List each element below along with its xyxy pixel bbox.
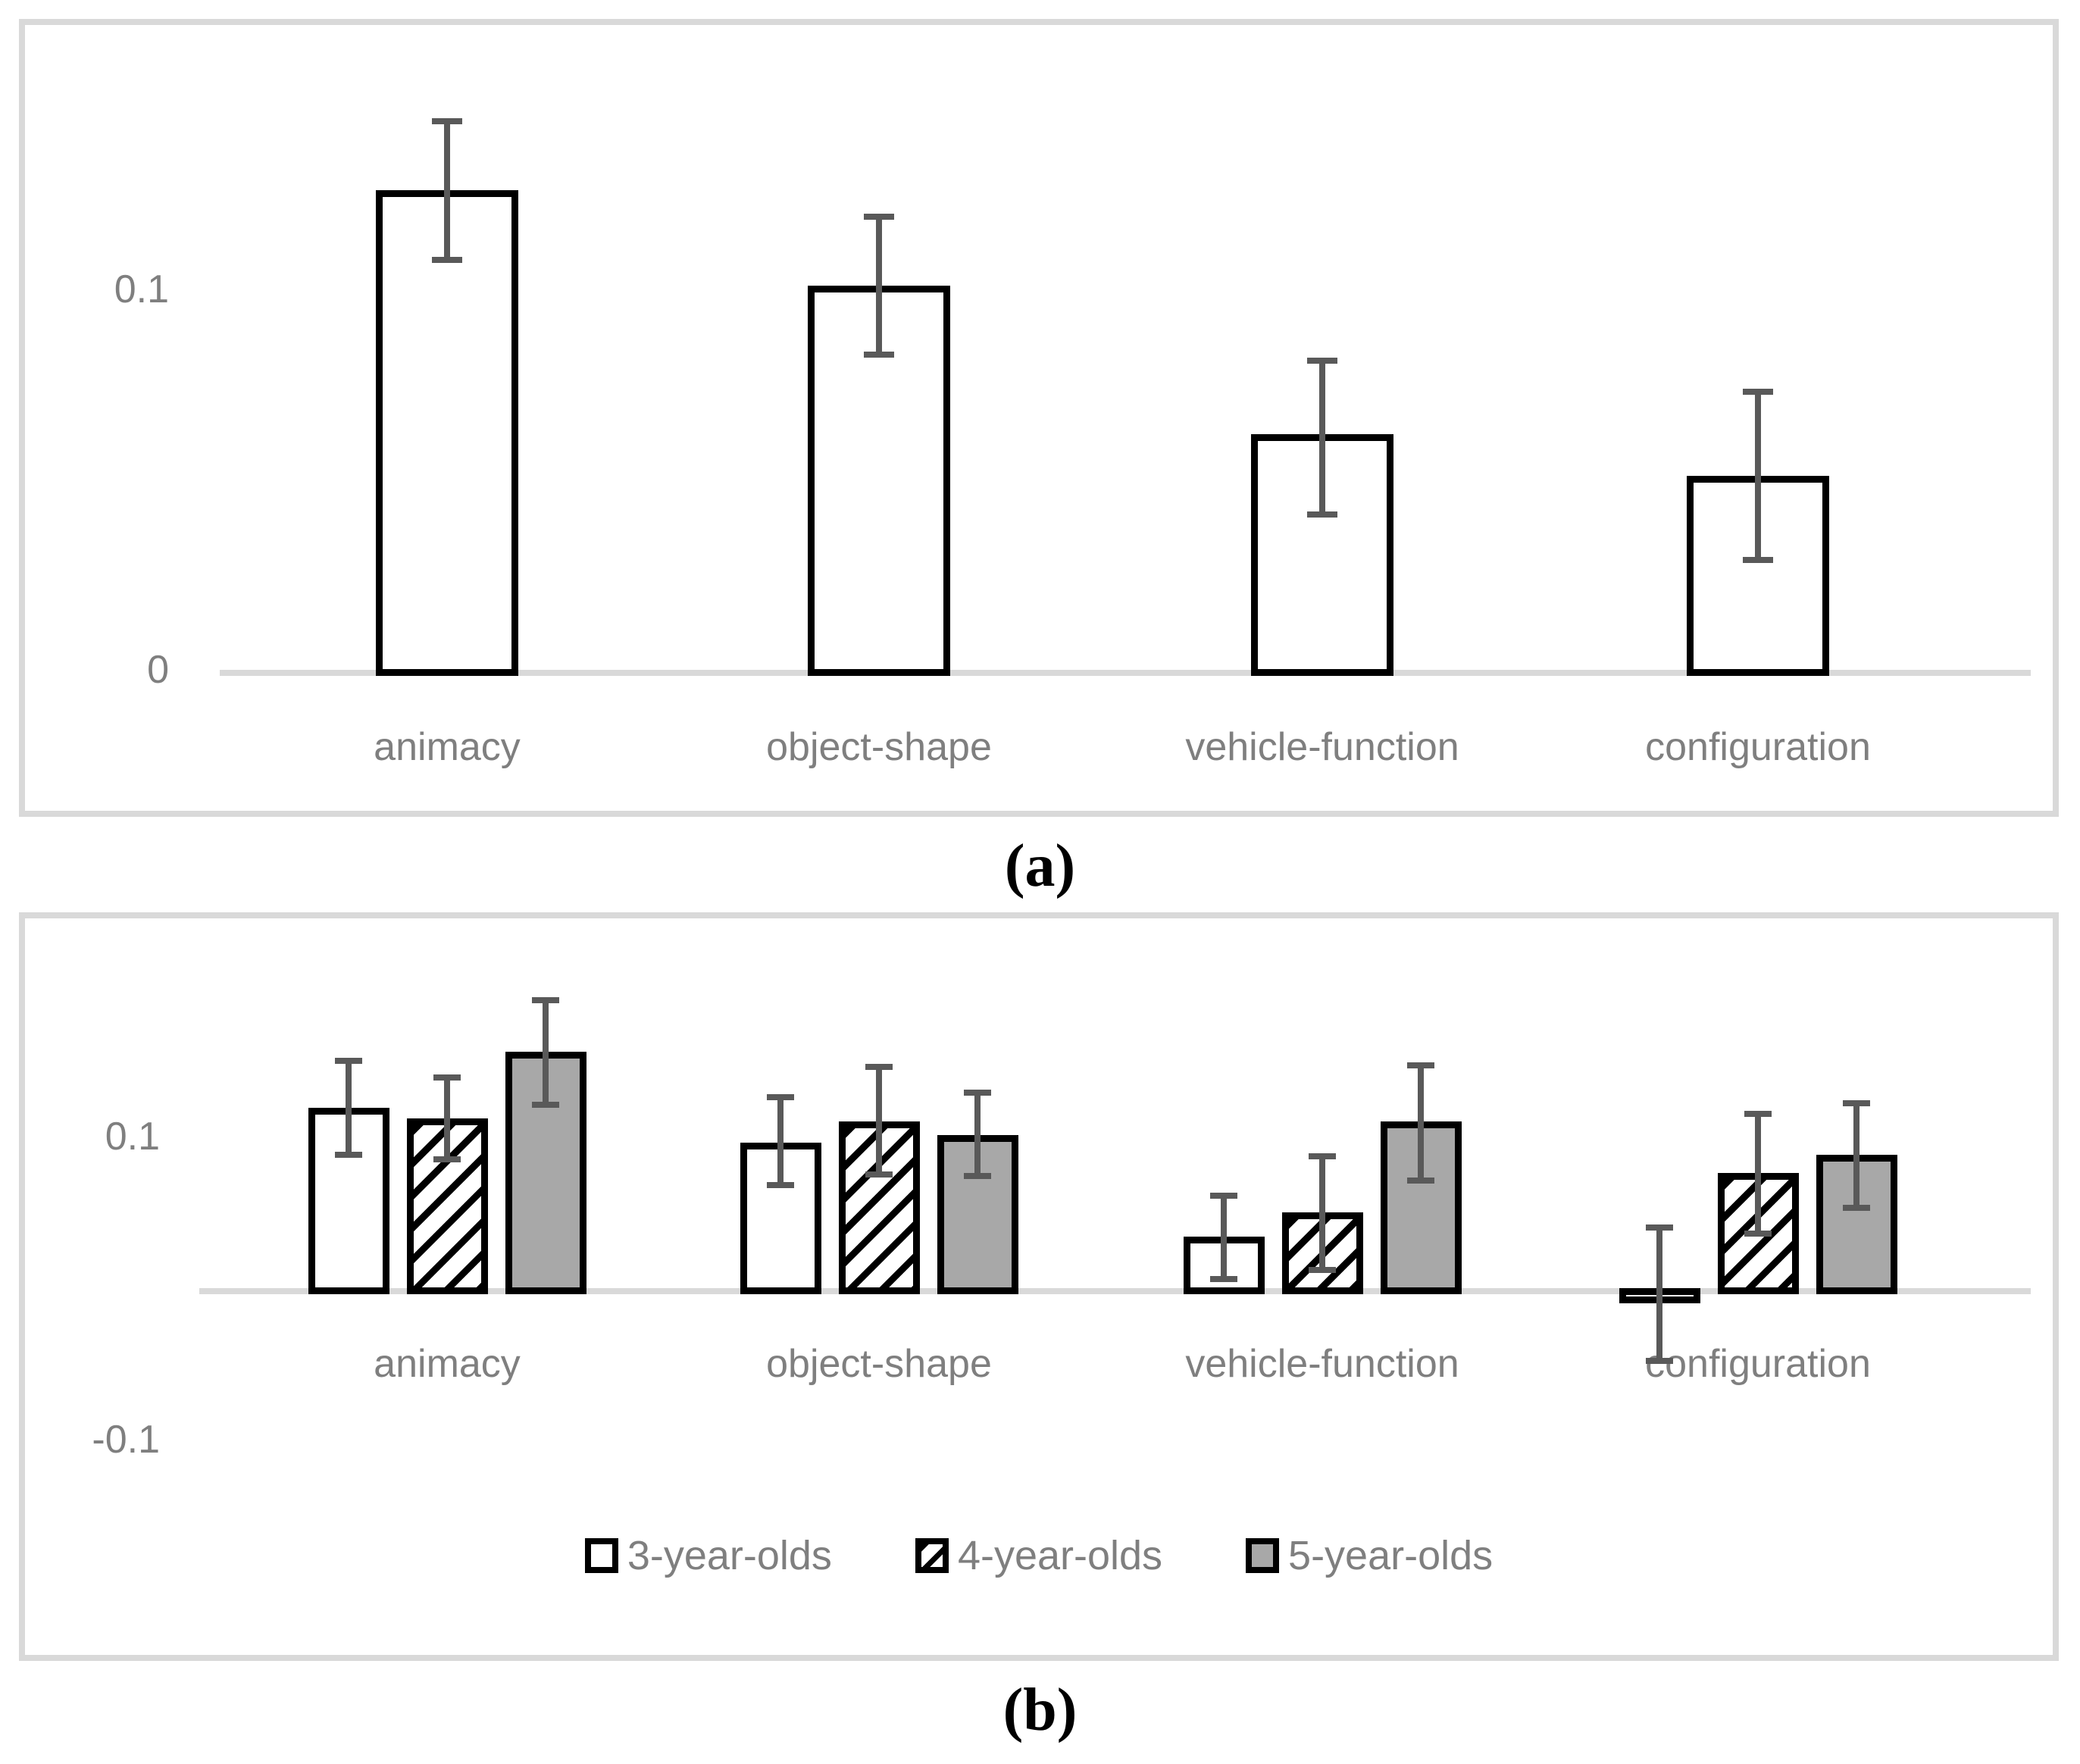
error-bar-line bbox=[1755, 1111, 1761, 1237]
error-bar-cap-bottom bbox=[865, 1171, 893, 1178]
legend-swatch-4-year-olds bbox=[915, 1538, 949, 1573]
bar-object-shape bbox=[808, 286, 950, 676]
error-bar-cap-top bbox=[1743, 389, 1773, 395]
error-bar-cap-top bbox=[432, 118, 462, 124]
y-tick-label-0.1: 0.1 bbox=[114, 267, 169, 311]
error-bar-cap-bottom bbox=[767, 1182, 794, 1188]
error-bar-configuration-5-year-olds bbox=[1843, 1100, 1870, 1211]
x-axis-line bbox=[199, 1288, 2031, 1294]
error-bar-cap-bottom bbox=[532, 1102, 559, 1108]
category-label-configuration: configuration bbox=[1645, 725, 1871, 769]
error-bar-configuration-3-year-olds bbox=[1646, 1224, 1673, 1364]
error-bar-cap-bottom bbox=[1743, 557, 1773, 563]
error-bar-configuration-4-year-olds bbox=[1744, 1111, 1772, 1237]
error-bar-cap-bottom bbox=[335, 1152, 362, 1158]
panel-b-by-age-group-chart: 0.1 -0.1 animacy object-shape vehicle-functi… bbox=[19, 912, 2059, 1661]
error-bar-line bbox=[346, 1058, 352, 1158]
error-bar-line bbox=[1656, 1224, 1662, 1364]
error-bar-vehicle-function-3-year-olds bbox=[1210, 1193, 1237, 1282]
legend-label-5-year-olds: 5-year-olds bbox=[1288, 1533, 1494, 1578]
error-bar-cap-top bbox=[1309, 1153, 1336, 1159]
error-bar-cap-bottom bbox=[1210, 1276, 1237, 1282]
error-bar-cap-top bbox=[1744, 1111, 1772, 1117]
error-bar-animacy-4-year-olds bbox=[433, 1074, 461, 1162]
error-bar-line bbox=[1319, 1153, 1325, 1273]
error-bar-cap-bottom bbox=[1744, 1231, 1772, 1237]
error-bar-animacy-3-year-olds bbox=[335, 1058, 362, 1158]
error-bar-cap-bottom bbox=[1307, 511, 1337, 518]
error-bar-animacy-5-year-olds bbox=[532, 997, 559, 1108]
error-bar-line bbox=[1755, 389, 1761, 563]
error-bar-cap-top bbox=[1307, 358, 1337, 364]
legend-label-3-year-olds: 3-year-olds bbox=[627, 1533, 832, 1578]
category-label-animacy: animacy bbox=[374, 725, 521, 769]
error-bar-line bbox=[444, 118, 450, 263]
error-bar-line bbox=[974, 1090, 981, 1179]
error-bar-cap-bottom bbox=[864, 352, 894, 358]
legend-swatch-3-year-olds bbox=[584, 1538, 618, 1573]
legend-item-4-year-olds: 4-year-olds bbox=[915, 1534, 1162, 1578]
error-bar-cap-top bbox=[1646, 1224, 1673, 1231]
error-bar-line bbox=[1853, 1100, 1859, 1211]
error-bar-cap-top bbox=[433, 1074, 461, 1081]
error-bar-line bbox=[444, 1074, 450, 1162]
error-bar-cap-top bbox=[864, 214, 894, 220]
legend: 3-year-olds 4-year-olds 5-year-olds bbox=[25, 1534, 2053, 1578]
error-bar-line bbox=[1418, 1062, 1424, 1184]
category-label-vehicle-function: vehicle-function bbox=[1185, 1342, 1459, 1386]
x-axis-line bbox=[220, 670, 2031, 676]
category-label-object-shape: object-shape bbox=[766, 1342, 992, 1386]
error-bar-cap-bottom bbox=[1646, 1358, 1673, 1364]
error-bar-vehicle-function-4-year-olds bbox=[1309, 1153, 1336, 1273]
category-label-configuration: configuration bbox=[1645, 1342, 1871, 1386]
error-bar-cap-top bbox=[1210, 1193, 1237, 1199]
error-bar-cap-top bbox=[964, 1090, 991, 1096]
category-label-object-shape: object-shape bbox=[766, 725, 992, 769]
caption-a: (a) bbox=[1004, 833, 1076, 899]
error-bar-line bbox=[1221, 1193, 1227, 1282]
error-bar-cap-bottom bbox=[1407, 1178, 1434, 1184]
legend-item-3-year-olds: 3-year-olds bbox=[584, 1533, 832, 1578]
error-bar-cap-top bbox=[532, 997, 559, 1003]
y-tick-label-0.1: 0.1 bbox=[105, 1115, 160, 1159]
error-bar-cap-bottom bbox=[433, 1156, 461, 1162]
legend-swatch-5-year-olds bbox=[1246, 1538, 1280, 1573]
error-bar-line bbox=[876, 214, 882, 358]
error-bar-cap-top bbox=[865, 1064, 893, 1070]
error-bar-line bbox=[543, 997, 549, 1108]
error-bar-cap-bottom bbox=[1309, 1267, 1336, 1273]
error-bar-object-shape-3-year-olds bbox=[767, 1094, 794, 1188]
panel-a-mean-looking-time-chart: 0.1 0 animacy object-shape vehicle-function c… bbox=[19, 19, 2059, 817]
error-bar-cap-bottom bbox=[964, 1173, 991, 1179]
category-label-vehicle-function: vehicle-function bbox=[1185, 725, 1459, 769]
y-tick-label--0.1: -0.1 bbox=[92, 1418, 160, 1462]
error-bar-line bbox=[876, 1064, 882, 1178]
bar-animacy bbox=[376, 190, 518, 676]
error-bar-line bbox=[1319, 358, 1325, 518]
error-bar-cap-top bbox=[335, 1058, 362, 1064]
error-bar-object-shape bbox=[864, 214, 894, 358]
error-bar-object-shape-5-year-olds bbox=[964, 1090, 991, 1179]
error-bar-cap-bottom bbox=[432, 257, 462, 263]
error-bar-cap-top bbox=[1407, 1062, 1434, 1068]
error-bar-line bbox=[777, 1094, 784, 1188]
legend-label-4-year-olds: 4-year-olds bbox=[957, 1533, 1163, 1578]
error-bar-cap-top bbox=[1843, 1100, 1870, 1106]
legend-item-5-year-olds: 5-year-olds bbox=[1246, 1534, 1493, 1578]
error-bar-cap-top bbox=[767, 1094, 794, 1100]
error-bar-animacy bbox=[432, 118, 462, 263]
error-bar-vehicle-function bbox=[1307, 358, 1337, 518]
error-bar-object-shape-4-year-olds bbox=[865, 1064, 893, 1178]
error-bar-cap-bottom bbox=[1843, 1205, 1870, 1211]
category-label-animacy: animacy bbox=[374, 1342, 521, 1386]
y-tick-label-0: 0 bbox=[147, 648, 169, 692]
error-bar-vehicle-function-5-year-olds bbox=[1407, 1062, 1434, 1184]
error-bar-configuration bbox=[1743, 389, 1773, 563]
caption-b: (b) bbox=[1002, 1677, 1078, 1744]
